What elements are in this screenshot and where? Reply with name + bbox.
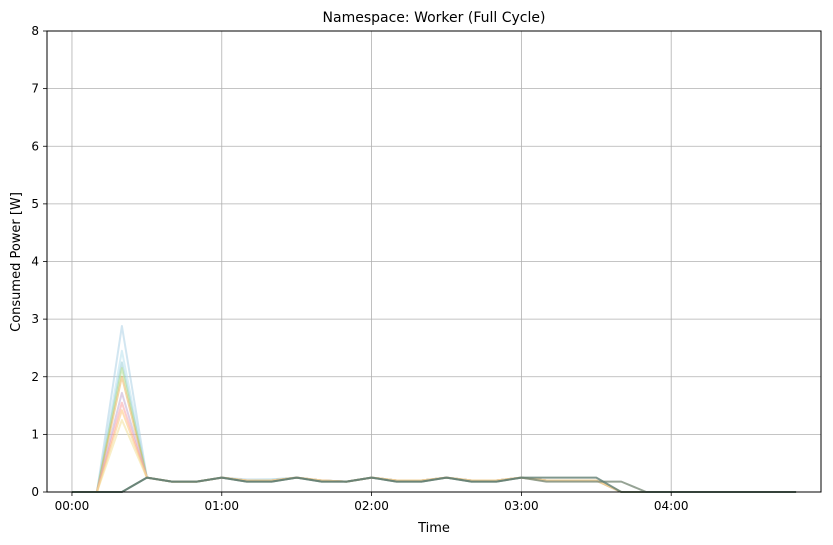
axis-ticks: 00:00 01:00 02:00 03:00 04:00 0 1 2 3 4 5 6 7 8 [31, 24, 688, 513]
y-tick-label: 2 [31, 370, 39, 384]
x-axis-label: Time [417, 521, 450, 536]
y-tick-label: 8 [31, 24, 39, 38]
x-tick-label: 04:00 [654, 499, 689, 513]
chart-title: Namespace: Worker (Full Cycle) [323, 10, 546, 26]
y-tick-label: 1 [31, 427, 39, 441]
y-axis-label: Consumed Power [W] [9, 192, 24, 332]
series-line-1 [71, 325, 797, 493]
y-tick-label: 7 [31, 82, 39, 96]
series-line-4 [71, 367, 797, 493]
x-tick-label: 03:00 [504, 499, 539, 513]
x-tick-label: 00:00 [55, 499, 90, 513]
y-tick-label: 4 [31, 255, 39, 269]
series-line-3 [71, 361, 797, 493]
x-tick-label: 02:00 [354, 499, 389, 513]
grid [47, 30, 821, 493]
series-line-2 [71, 349, 797, 493]
y-tick-label: 0 [31, 485, 39, 499]
y-tick-label: 6 [31, 139, 39, 153]
y-tick-label: 3 [31, 312, 39, 326]
series-line-6 [71, 391, 797, 493]
series-lines [71, 325, 797, 493]
y-tick-label: 5 [31, 197, 39, 211]
series-line-11 [71, 476, 797, 493]
x-tick-label: 01:00 [204, 499, 239, 513]
